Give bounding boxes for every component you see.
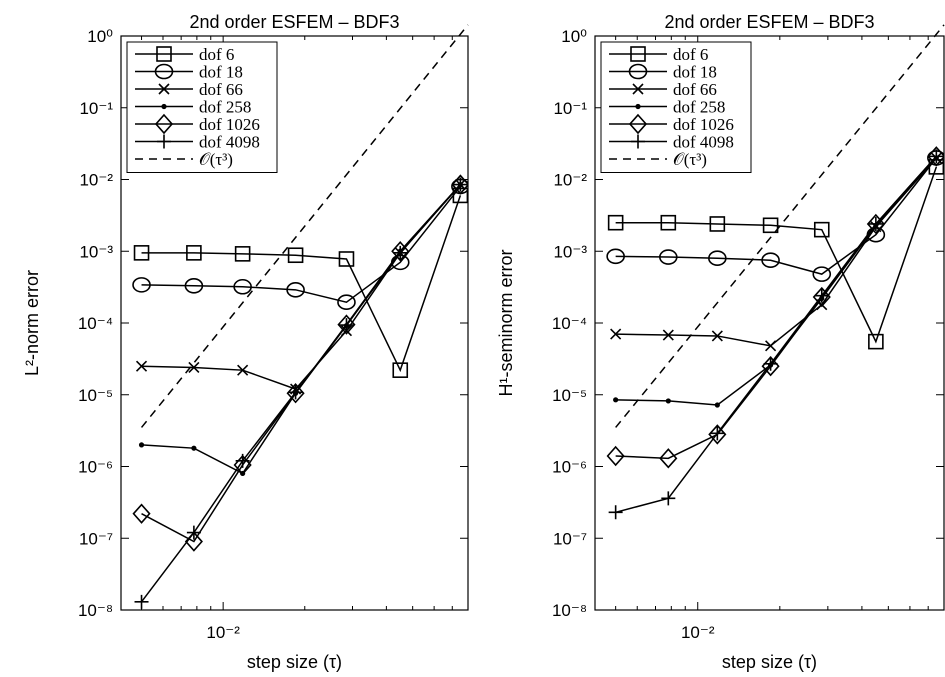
legend-label: dof 18 [673,63,717,82]
x-tick-label: 10⁻² [206,623,240,642]
legend-label: dof 4098 [673,133,734,152]
y-tick-label: 10⁻⁷ [553,529,587,548]
legend-label: dof 258 [673,98,725,117]
y-tick-label: 10⁻² [553,171,587,190]
data-point-dot [613,397,618,402]
legend-label: dof 66 [199,80,243,99]
y-tick-label: 10⁻⁷ [79,529,113,548]
y-axis-label: H¹-seminorm error [496,249,516,396]
x-axis-label: step size (τ) [722,652,817,672]
y-tick-label: 10⁻³ [553,242,587,261]
y-tick-label: 10⁻³ [79,242,113,261]
y-tick-label: 10⁻⁵ [78,386,113,405]
legend-label: 𝒪(τ³) [673,150,707,169]
y-tick-label: 10⁻⁶ [78,458,113,477]
legend-marker-dot [161,104,166,109]
legend-label: dof 18 [199,63,243,82]
y-tick-label: 10⁰ [561,27,587,46]
y-tick-label: 10⁻¹ [553,99,587,118]
y-tick-label: 10⁻⁴ [552,314,587,333]
legend-label: 𝒪(τ³) [199,150,233,169]
y-axis-label: L²-norm error [22,270,42,376]
legend-label: dof 1026 [199,115,260,134]
legend-label: dof 6 [673,45,708,64]
y-tick-label: 10⁻⁵ [552,386,587,405]
chart-panel-2: 2nd order ESFEM – BDF3 10⁰ 10⁻¹ 10⁻² 10⁻³ 10⁻… [496,12,945,672]
x-axis-label: step size (τ) [247,652,342,672]
y-tick-label: 10⁻⁸ [78,601,113,620]
legend-label: dof 258 [199,98,251,117]
chart-panel-1: 2nd order ESFEM – BDF3 10⁰ 10⁻¹ 10⁻² 10⁻³ 10⁻… [22,12,469,672]
data-point-dot [139,442,144,447]
y-tick-label: 10⁰ [87,27,113,46]
legend-label: dof 1026 [673,115,734,134]
legend-label: dof 66 [673,80,717,99]
legend-label: dof 6 [199,45,234,64]
data-point-dot [666,398,671,403]
y-tick-label: 10⁻⁶ [552,458,587,477]
chart-title: 2nd order ESFEM – BDF3 [189,12,399,32]
y-tick-label: 10⁻¹ [79,99,113,118]
legend-marker-dot [635,104,640,109]
y-tick-label: 10⁻⁴ [78,314,113,333]
data-point-dot [191,446,196,451]
data-point-dot [715,402,720,407]
x-tick-label: 10⁻² [681,623,715,642]
y-tick-label: 10⁻² [79,171,113,190]
legend-label: dof 4098 [199,133,260,152]
chart-title: 2nd order ESFEM – BDF3 [664,12,874,32]
y-tick-label: 10⁻⁸ [552,601,587,620]
